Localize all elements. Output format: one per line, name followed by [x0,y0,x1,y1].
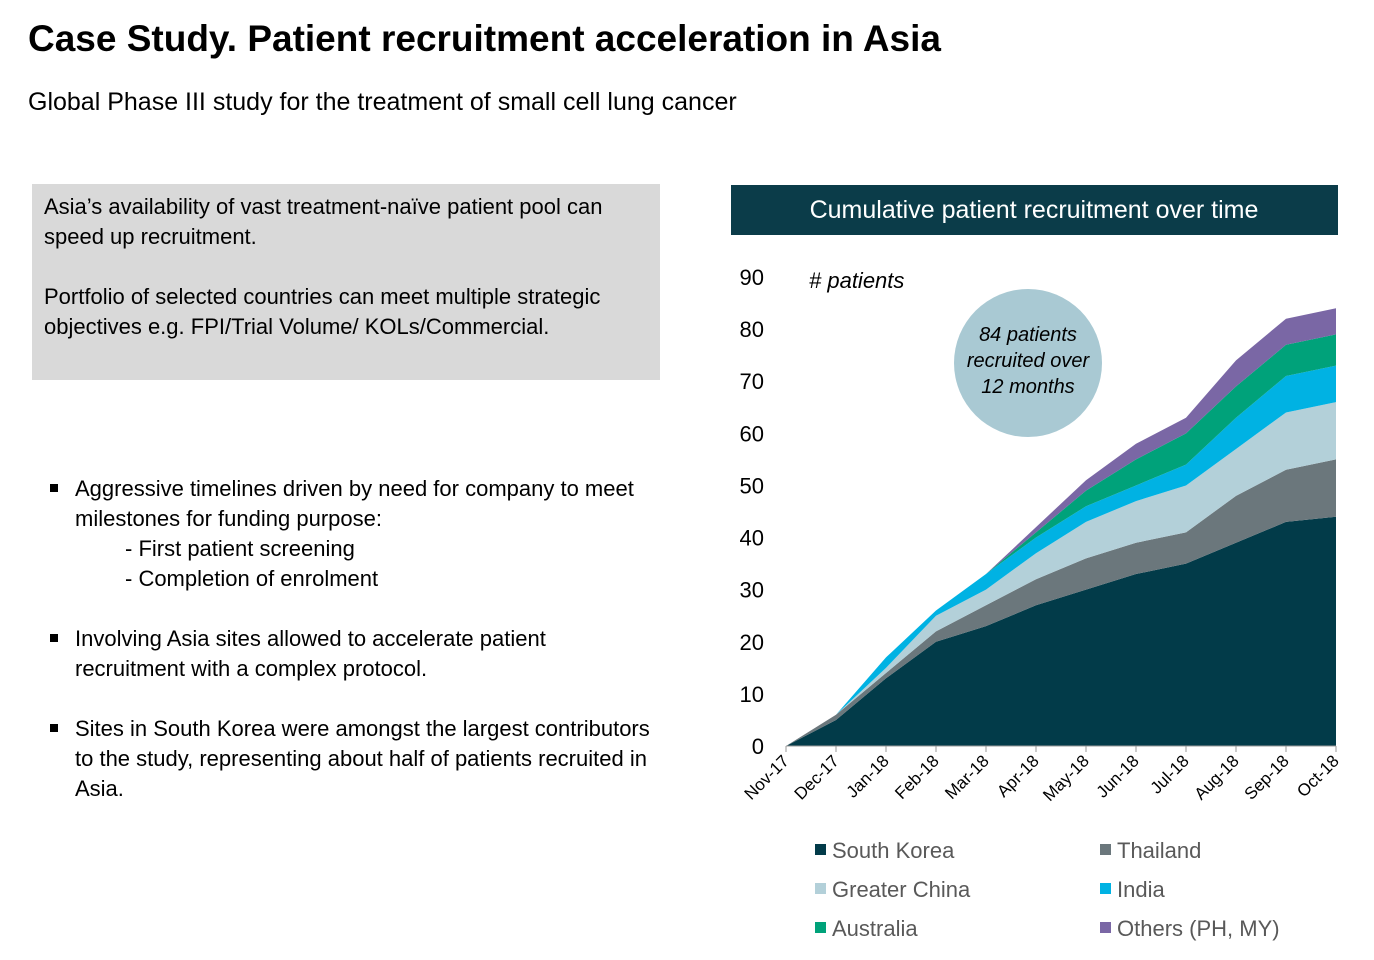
legend-label: Greater China [832,877,971,902]
x-tick-label: Jun-18 [1093,751,1143,801]
y-tick-label: 70 [740,369,764,394]
y-tick-label: 0 [752,734,764,759]
y-tick-label: 30 [740,578,764,603]
y-tick-label: 60 [740,421,764,446]
area [786,308,1336,746]
x-tick-label: Aug-18 [1191,751,1243,803]
legend-swatch [1100,844,1111,855]
area [786,459,1336,746]
info-box: Asia’s availability of vast treatment-na… [32,184,660,380]
bullet-text: Involving Asia sites allowed to accelera… [75,626,546,681]
x-tick-label: Feb-18 [891,751,943,803]
x-tick-label: Dec-17 [791,751,843,803]
y-tick-label: 50 [740,473,764,498]
legend-swatch [1100,883,1111,894]
legend-label: India [1117,877,1165,902]
bullet-text: Sites in South Korea were amongst the la… [75,716,650,801]
y-axis-label: # patients [809,268,904,293]
x-tick-label: Apr-18 [993,751,1043,801]
bullet: Involving Asia sites allowed to accelera… [48,624,658,684]
area [786,516,1336,746]
info-text: Portfolio of selected countries can meet… [44,284,601,339]
y-tick-label: 10 [740,682,764,707]
legend-label: Thailand [1117,838,1201,863]
y-tick-label: 40 [740,526,764,551]
legend-swatch [815,922,826,933]
chart-title-bar [731,185,1338,235]
bullet: Aggressive timelines driven by need for … [48,474,658,594]
x-tick-label: May-18 [1039,751,1093,805]
subtitle: Global Phase III study for the treatment… [28,88,737,116]
bullet-list: Aggressive timelines driven by need for … [48,474,658,834]
x-tick-label: Nov-17 [741,751,793,803]
area [786,365,1336,746]
legend-label: Australia [832,916,918,941]
x-tick-label: Oct-18 [1293,751,1343,801]
chart-title: Cumulative patient recruitment over time [810,196,1259,224]
y-tick-label: 90 [740,265,764,290]
legend-label: South Korea [832,838,955,863]
y-tick-label: 20 [740,630,764,655]
x-tick-label: Sep-18 [1241,751,1293,803]
bullet-text: Aggressive timelines driven by need for … [75,476,634,531]
x-tick-label: Jul-18 [1147,751,1193,797]
legend-swatch [815,844,826,855]
title: Case Study. Patient recruitment accelera… [28,18,941,59]
area [786,334,1336,746]
sub-item: - First patient screening [125,536,355,561]
legend-swatch [815,883,826,894]
x-tick-label: Jan-18 [843,751,893,801]
x-tick-label: Mar-18 [941,751,993,803]
annotation: 84 patients recruited over 12 months [966,324,1090,398]
bullet: Sites in South Korea were amongst the la… [48,714,658,804]
sub-item: - Completion of enrolment [125,566,379,591]
y-tick-label: 80 [740,317,764,342]
annotation-bubble [954,289,1102,437]
legend-label: Others (PH, MY) [1117,916,1280,941]
legend-swatch [1100,922,1111,933]
area [786,402,1336,746]
info-text: Asia’s availability of vast treatment-na… [44,194,603,249]
